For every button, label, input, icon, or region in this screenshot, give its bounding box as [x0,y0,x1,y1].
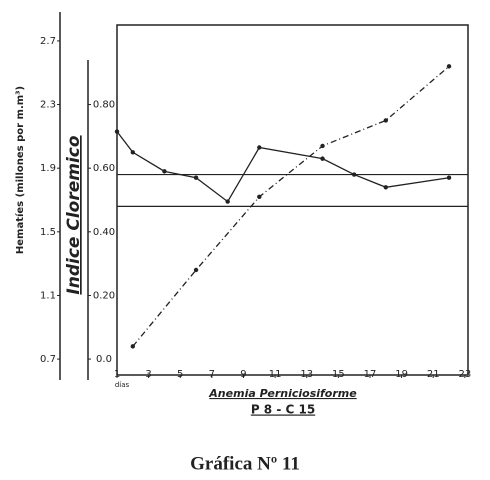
x-tick-label: 19 [395,369,408,380]
data-point [320,156,325,161]
data-point [225,199,230,204]
data-point [383,185,388,190]
data-point [162,169,167,174]
y-tick-label: 2.7 [40,36,56,47]
data-point [193,175,199,180]
x-tick-label: 17 [364,369,377,380]
x-tick-label: 5 [177,369,183,380]
plot-frame [116,24,469,376]
data-point [193,267,199,273]
y2-tick-label: 0.60 [93,163,115,174]
chart-title: Gráfica Nº 11 [190,453,300,474]
x-tick-label: 1 [114,369,120,380]
y-tick-label: 1.5 [40,227,56,238]
y2-tick-label: 0.80 [93,100,115,111]
y2-tick-label: 0.40 [93,227,115,238]
x-unit: días [115,381,130,389]
y-axis-title: Hematíes (millones por m.m³) [14,86,26,254]
data-point [383,118,388,123]
x-tick-label: 13 [300,369,313,380]
x-tick-label: 9 [240,369,246,380]
y-tick-label: 0.7 [40,354,56,365]
x-tick-label: 3 [145,369,151,380]
series-line [116,131,450,203]
x-tick-label: 23 [458,369,471,380]
subtitle: P 8 - C 15 [251,403,315,417]
y-tick-label: 2.3 [40,100,56,111]
data-point [351,172,357,177]
data-point [320,143,325,149]
y-tick-label: 1.9 [40,163,56,174]
y2-tick-label: 0.0 [96,354,112,365]
x-tick-label: 11 [269,369,282,380]
data-point [114,129,120,134]
x-tick-label: 7 [209,369,215,380]
x-axis-title: Anemia Perniciosiforme [208,387,357,400]
x-tick-label: 21 [427,369,440,380]
data-point [257,145,262,150]
x-tick-label: 15 [332,369,345,380]
data-point [446,175,452,180]
data-point [130,150,136,155]
data-point [446,64,452,69]
y2-tick-label: 0.20 [93,290,115,301]
data-point [257,194,262,200]
series-line [132,65,450,347]
data-point [130,344,136,349]
y-tick-label: 1.1 [40,290,56,301]
y2-axis-title: Indice Cloremico [64,135,84,294]
